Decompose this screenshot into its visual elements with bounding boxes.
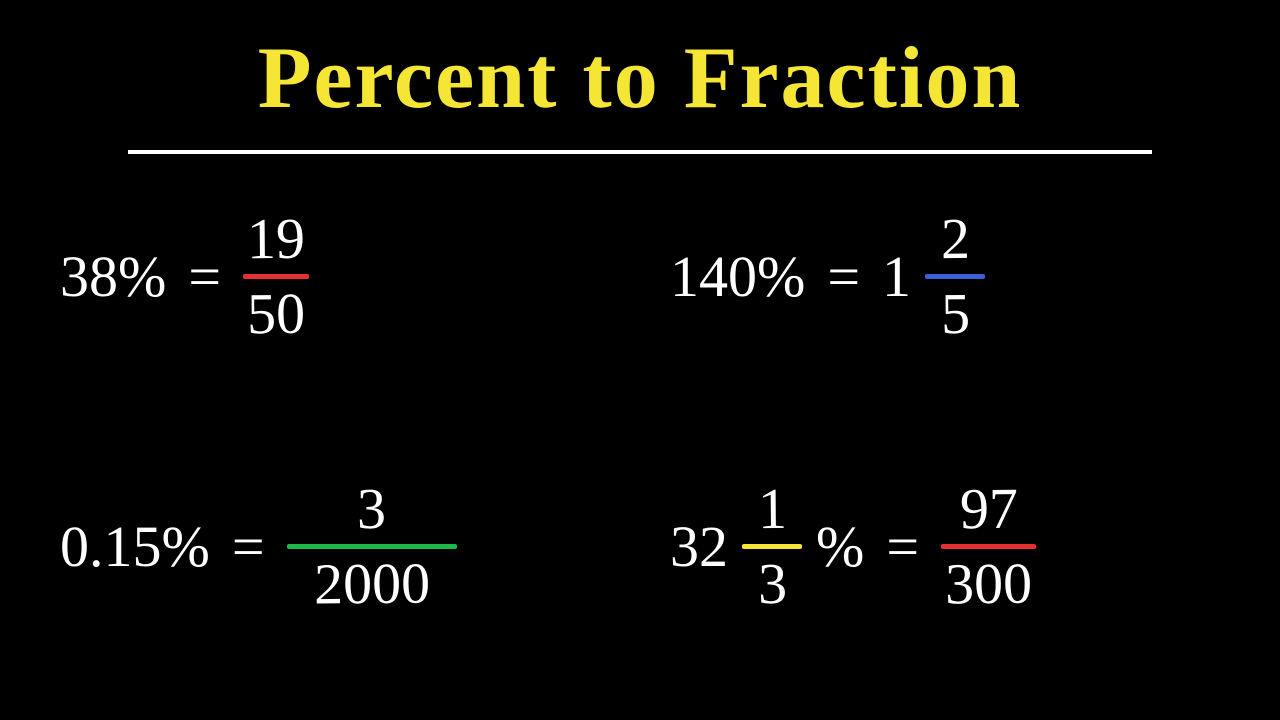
eq2-lhs: 140%	[670, 243, 805, 310]
eq2-fraction: 2 5	[925, 210, 985, 343]
eq4-lhs-percent: %	[816, 513, 864, 580]
title-text: Percent to Fraction	[258, 30, 1023, 127]
eq2-whole: 1	[882, 243, 911, 310]
eq3-fraction: 3 2000	[287, 480, 457, 613]
eq1-numerator: 19	[243, 210, 310, 275]
equals-sign: =	[188, 243, 221, 310]
title-underline	[128, 150, 1152, 154]
equals-sign: =	[232, 513, 265, 580]
eq3-numerator: 3	[353, 480, 391, 544]
equals-sign: =	[827, 243, 860, 310]
eq2-numerator: 2	[936, 210, 974, 274]
eq3-denominator: 2000	[309, 548, 434, 613]
eq4-lhs-mixed: 32 1 3 %	[670, 480, 864, 613]
equation-2: 140% = 1 2 5	[670, 210, 985, 343]
eq4-rhs-numerator: 97	[955, 480, 1022, 545]
eq3-lhs: 0.15%	[60, 513, 210, 580]
equation-3: 0.15% = 3 2000	[60, 480, 457, 613]
eq4-lhs-numerator: 1	[753, 480, 791, 544]
eq1-denominator: 50	[243, 279, 310, 344]
eq4-lhs-whole: 32	[670, 513, 728, 580]
eq2-denominator: 5	[936, 279, 974, 343]
eq4-lhs-fraction: 1 3	[742, 480, 802, 613]
equation-4: 32 1 3 % = 97 300	[670, 480, 1036, 613]
eq1-lhs: 38%	[60, 243, 166, 310]
page-title: Percent to Fraction	[258, 28, 1023, 129]
eq1-fraction: 19 50	[243, 210, 309, 343]
eq4-rhs-fraction: 97 300	[941, 480, 1036, 613]
eq2-mixed-number: 1 2 5	[882, 210, 985, 343]
equation-1: 38% = 19 50	[60, 210, 309, 343]
equals-sign: =	[886, 513, 919, 580]
eq4-lhs-denominator: 3	[753, 549, 791, 613]
eq4-rhs-denominator: 300	[941, 549, 1037, 614]
